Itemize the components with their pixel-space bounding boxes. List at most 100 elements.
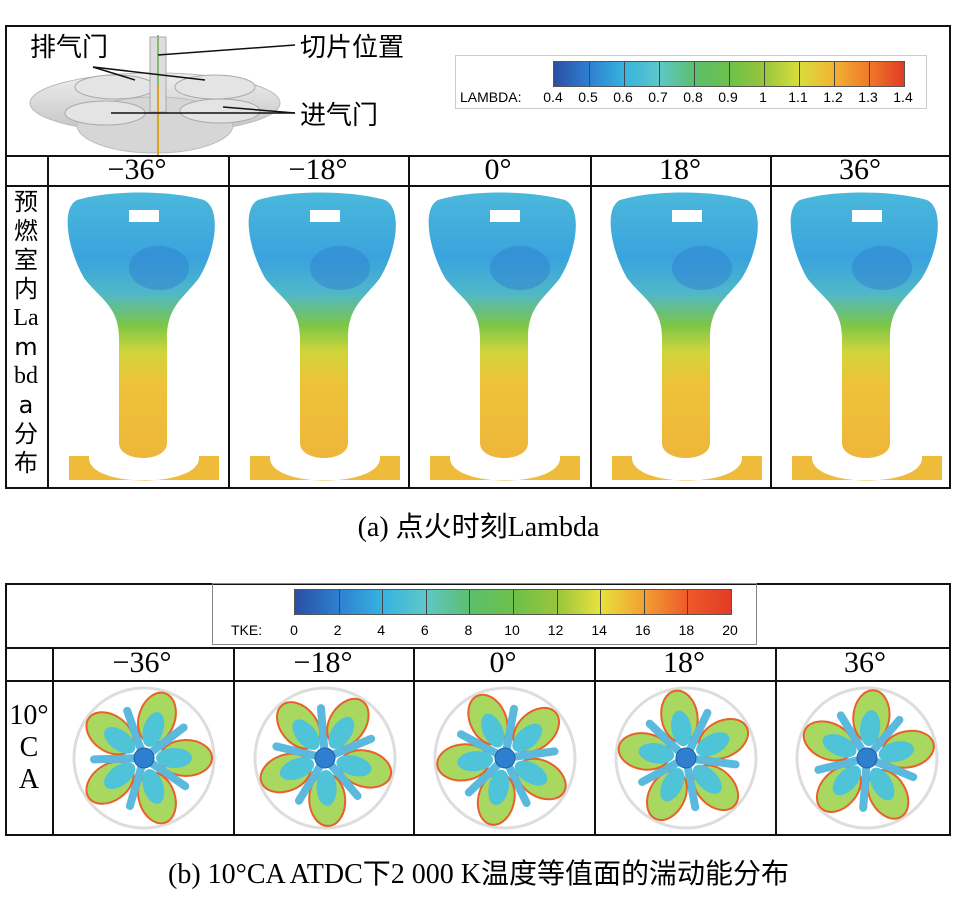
lambda-contour-plot [790, 192, 942, 481]
angle-header: −36° [107, 153, 167, 186]
engine-geometry-diagram [29, 35, 296, 155]
colorbar-segment-line [869, 62, 870, 86]
base-region [250, 456, 400, 481]
colorbar-tick-label: 0.6 [613, 89, 633, 105]
row-label-char: C [19, 732, 39, 763]
colorbar-tick-label: 1.4 [893, 89, 913, 105]
divider [228, 155, 230, 487]
intake-valve-label: 进气门 [300, 101, 379, 131]
colorbar-tick-label: 0.9 [718, 89, 738, 105]
colorbar-segment-line [643, 590, 645, 614]
divider [594, 647, 596, 834]
colorbar-tick-label: 1 [759, 89, 767, 105]
colorbar-segment-line [589, 62, 590, 86]
row-label-char: 分 [14, 420, 38, 448]
colorbar-tick-label: 8 [464, 622, 473, 638]
colorbar-segment-line [624, 62, 625, 86]
base-region [792, 456, 942, 481]
lambda-colorbar-gradient [553, 61, 905, 87]
tke-isosurface-plot [72, 686, 216, 830]
colorbar-segment-line [694, 62, 695, 86]
divider [408, 155, 410, 487]
lambda-contour-plot [428, 192, 580, 481]
colorbar-segment-line [382, 590, 384, 614]
lambda-contour-plot [248, 192, 400, 481]
divider [7, 647, 949, 649]
colorbar-tick-label: 20 [722, 622, 738, 638]
colorbar-segment-line [600, 590, 602, 614]
base-region [612, 456, 762, 481]
row-label-char: a [18, 391, 34, 419]
prechamber-region [248, 192, 396, 458]
tke-colorbar-gradient [294, 589, 732, 615]
row-label-char: 10° [9, 700, 49, 731]
colorbar-segment-line [659, 62, 660, 86]
colorbar-tick-label: 12 [547, 622, 564, 638]
base-region [69, 456, 219, 481]
tke-colorbar-label: TKE: [231, 622, 263, 638]
angle-header: −18° [288, 153, 348, 186]
colorbar-segment-line [687, 590, 689, 614]
caption-b: (b) 10°CA ATDC下2 000 K温度等值面的湍动能分布 [168, 859, 789, 890]
row-label-10ca: 10° C A [7, 700, 51, 796]
panel-a-table [5, 25, 951, 489]
angle-header: 36° [839, 153, 881, 186]
colorbar-segment-line [556, 590, 558, 614]
colorbar-segment-line [799, 62, 800, 86]
row-label-char: 室 [14, 246, 38, 274]
divider [770, 155, 772, 487]
divider [52, 647, 54, 834]
colorbar-segment-line [834, 62, 835, 86]
divider [775, 647, 777, 834]
tke-isosurface-plot [795, 686, 939, 830]
base-region [430, 456, 580, 481]
row-label-char: 布 [14, 449, 38, 477]
row-label-char: 预 [14, 188, 38, 216]
angle-header: 36° [844, 646, 886, 679]
colorbar-tick-label: 18 [678, 622, 695, 638]
row-label-char: La [13, 305, 39, 331]
caption-a: (a) 点火时刻Lambda [357, 512, 600, 543]
row-label-char: A [18, 764, 40, 795]
row-label-char: m [14, 333, 38, 361]
slice-position-label: 切片位置 [300, 33, 405, 63]
angle-header: 0° [489, 646, 517, 679]
prechamber-region [790, 192, 938, 458]
colorbar-tick-label: 1.1 [788, 89, 808, 105]
panel-b-table [5, 583, 951, 836]
colorbar-segment-line [425, 590, 427, 614]
angle-header: 0° [484, 153, 512, 186]
tke-isosurface-plot [614, 686, 758, 830]
colorbar-segment-line [338, 590, 340, 614]
angle-header: −18° [293, 646, 353, 679]
prechamber-region [610, 192, 758, 458]
colorbar-tick-label: 0.4 [543, 89, 563, 105]
prechamber-region [67, 192, 215, 458]
divider [7, 185, 949, 187]
row-label-char: bd [14, 363, 38, 389]
row-label-char: 燃 [14, 217, 38, 245]
divider [7, 155, 949, 157]
lambda-colorbar: LAMBDA: 0.4 0.5 0.6 0.7 0.8 0.9 1 1.1 1.2 1.3 1.4 [455, 55, 927, 109]
divider [233, 647, 235, 834]
colorbar-segment-line [513, 590, 514, 614]
colorbar-tick-label: 0.5 [578, 89, 598, 105]
angle-header: 18° [663, 646, 705, 679]
colorbar-tick-label: 0.7 [648, 89, 668, 105]
colorbar-tick-label: 0 [290, 622, 298, 638]
divider [7, 680, 949, 682]
colorbar-segment-line [729, 62, 730, 86]
divider [413, 647, 415, 834]
exhaust-valve-label: 排气门 [30, 33, 109, 63]
divider [47, 155, 49, 487]
row-label-char: 内 [14, 275, 38, 303]
lambda-colorbar-label: LAMBDA: [460, 89, 522, 105]
lambda-contour-plot [67, 192, 219, 481]
prechamber-region [428, 192, 576, 458]
colorbar-tick-label: 16 [635, 622, 651, 638]
lambda-contour-plot [610, 192, 762, 481]
angle-header: −36° [112, 646, 172, 679]
colorbar-tick-label: 1.3 [858, 89, 878, 105]
row-label-lambda: 预燃室内 La m bd a 分布 [7, 188, 45, 478]
colorbar-tick-label: 10 [504, 622, 520, 638]
